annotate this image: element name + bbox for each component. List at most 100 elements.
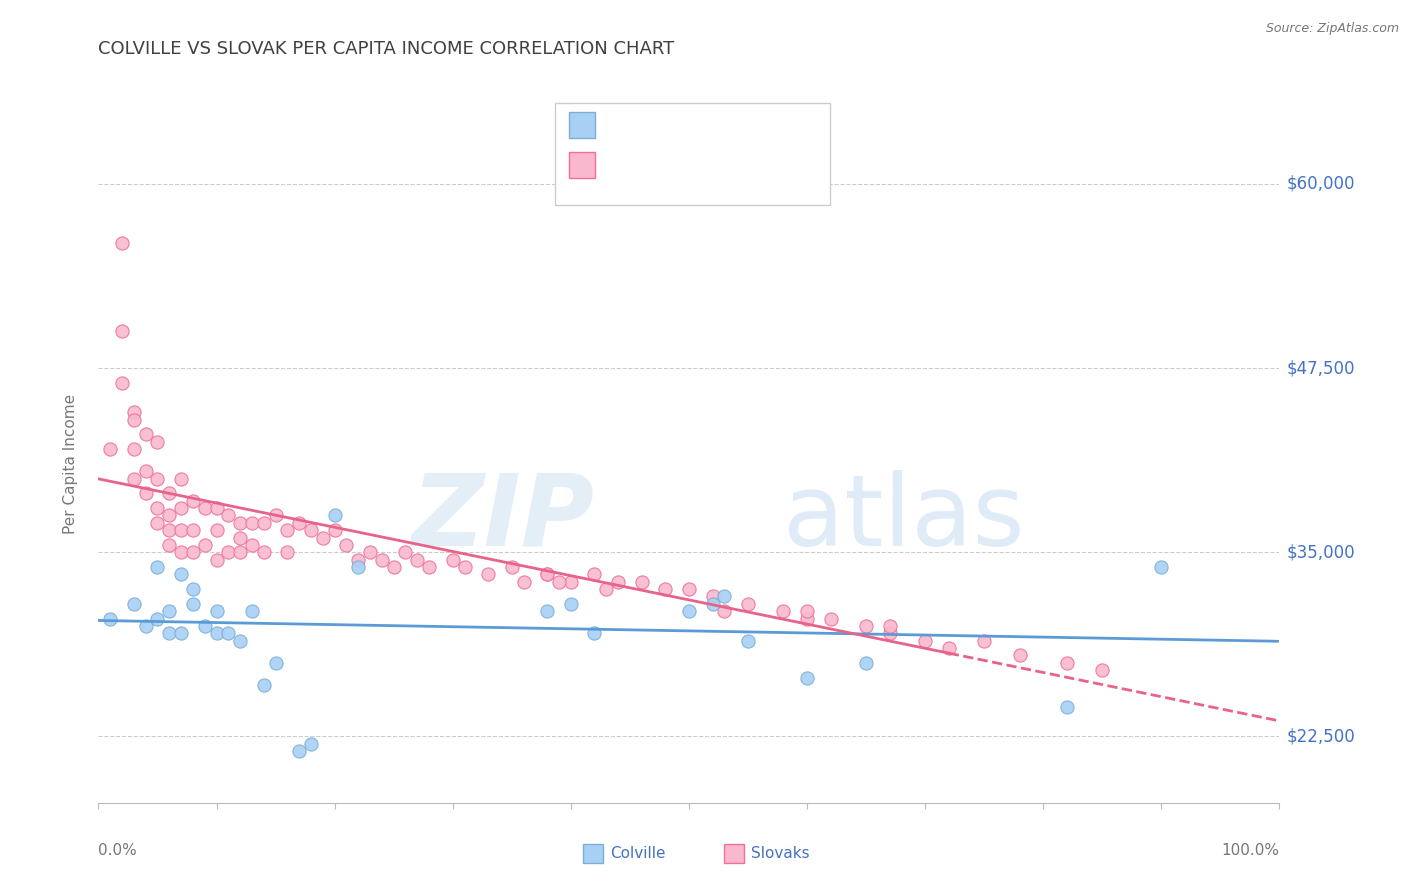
Point (772, 604, 794, 618)
Point (181, 493, 204, 508)
Point (157, 523, 180, 537)
Point (855, 619, 877, 633)
Point (170, 626, 193, 640)
Text: $35,000: $35,000 (1286, 543, 1355, 561)
Point (111, 324, 134, 338)
Point (98, 611, 121, 625)
Point (111, 235, 134, 250)
Point (111, 376, 134, 390)
Point (229, 633, 252, 648)
Point (583, 567, 606, 582)
Point (205, 523, 228, 537)
Point (713, 604, 735, 618)
Point (170, 472, 193, 486)
Point (157, 604, 180, 618)
Point (217, 626, 239, 640)
Point (453, 560, 475, 574)
Point (323, 508, 346, 523)
Point (288, 744, 311, 758)
Point (536, 567, 558, 582)
Point (335, 538, 357, 552)
Point (170, 523, 193, 537)
Point (146, 560, 169, 574)
Point (477, 567, 499, 582)
Point (253, 545, 276, 559)
Point (299, 737, 322, 751)
Point (796, 671, 818, 685)
Point (879, 626, 901, 640)
Point (359, 545, 381, 559)
Point (312, 531, 335, 545)
Point (678, 582, 700, 596)
Point (122, 412, 145, 426)
Point (217, 508, 239, 523)
Point (678, 604, 700, 618)
Point (713, 590, 735, 604)
Text: R = -0.087    N = 34: R = -0.087 N = 34 (606, 116, 806, 134)
Point (205, 626, 228, 640)
Point (914, 633, 936, 648)
Point (205, 552, 228, 566)
Point (229, 516, 252, 530)
Point (406, 552, 429, 566)
Point (157, 486, 180, 500)
Point (229, 545, 252, 559)
Point (240, 538, 263, 552)
Text: 100.0%: 100.0% (1222, 843, 1279, 858)
Text: $47,500: $47,500 (1286, 359, 1355, 377)
Point (240, 604, 263, 618)
Point (98, 442, 121, 456)
Point (135, 619, 157, 633)
Text: $60,000: $60,000 (1286, 175, 1355, 193)
Point (146, 472, 169, 486)
Point (264, 508, 287, 523)
Point (418, 560, 440, 574)
Point (146, 434, 169, 449)
Point (122, 597, 145, 611)
Point (441, 552, 464, 566)
Point (253, 678, 276, 692)
Point (181, 597, 204, 611)
Text: Source: ZipAtlas.com: Source: ZipAtlas.com (1265, 22, 1399, 36)
Point (205, 501, 228, 516)
Point (855, 656, 877, 670)
Point (1056, 700, 1078, 714)
Point (536, 604, 558, 618)
Point (264, 656, 287, 670)
Point (299, 523, 322, 537)
Point (323, 523, 346, 537)
Point (229, 531, 252, 545)
Y-axis label: Per Capita Income: Per Capita Income (63, 393, 77, 534)
Point (347, 560, 370, 574)
Point (595, 582, 617, 596)
Point (240, 516, 263, 530)
Point (194, 619, 217, 633)
Point (879, 619, 901, 633)
Point (157, 538, 180, 552)
Point (253, 516, 276, 530)
Point (170, 567, 193, 582)
Point (181, 545, 204, 559)
Point (630, 574, 652, 589)
Point (536, 567, 558, 582)
Point (1008, 648, 1031, 663)
Point (583, 626, 606, 640)
Point (122, 472, 145, 486)
Point (135, 486, 157, 500)
Point (548, 574, 571, 589)
Point (347, 552, 370, 566)
Point (560, 597, 582, 611)
Point (654, 582, 676, 596)
Point (796, 604, 818, 618)
Point (737, 597, 759, 611)
Point (737, 633, 759, 648)
Point (122, 442, 145, 456)
Text: R = -0.360    N = 86: R = -0.360 N = 86 (606, 156, 806, 174)
Point (157, 626, 180, 640)
Text: COLVILLE VS SLOVAK PER CAPITA INCOME CORRELATION CHART: COLVILLE VS SLOVAK PER CAPITA INCOME COR… (98, 40, 675, 58)
Point (607, 574, 630, 589)
Point (157, 508, 180, 523)
Point (1091, 663, 1114, 677)
Point (1056, 656, 1078, 670)
Point (217, 545, 239, 559)
